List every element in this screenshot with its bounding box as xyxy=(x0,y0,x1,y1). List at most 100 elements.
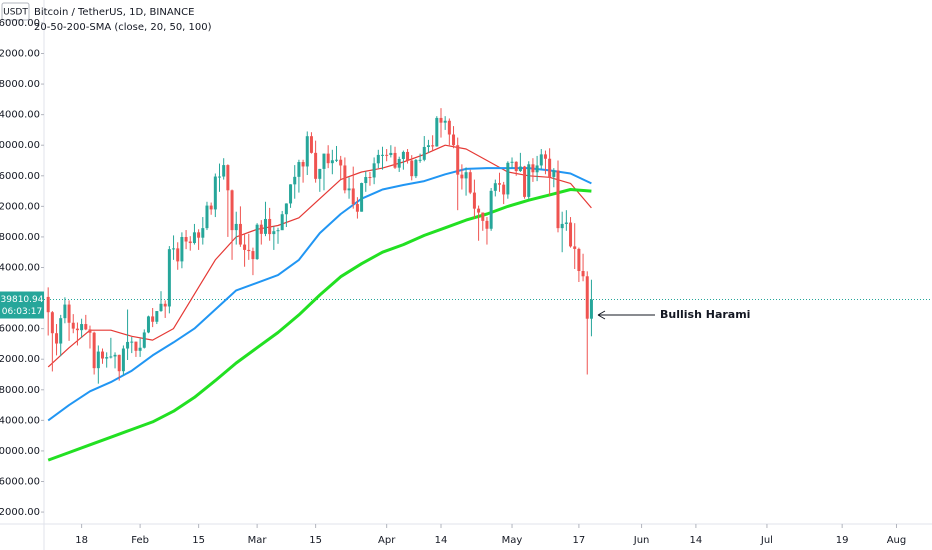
candle-body xyxy=(472,192,476,209)
candle-body xyxy=(105,357,109,359)
candle-body xyxy=(117,354,121,372)
y-tick-label: 60000.00 xyxy=(0,140,40,151)
candle-body xyxy=(431,145,435,147)
candle-body xyxy=(443,120,447,123)
candle-body xyxy=(560,223,564,229)
currency-box[interactable] xyxy=(1,2,30,21)
candle-body xyxy=(205,205,209,229)
candle-body xyxy=(393,152,397,168)
candle-body xyxy=(447,120,451,135)
candle-body xyxy=(489,190,493,229)
candle-body xyxy=(573,246,577,249)
candle-body xyxy=(201,228,205,238)
x-tick-label: 17 xyxy=(573,535,586,546)
candle-body xyxy=(130,341,134,343)
candle-body xyxy=(531,164,535,173)
currency: USDT xyxy=(3,8,28,18)
candle-body xyxy=(55,333,59,344)
candle-body xyxy=(109,356,113,358)
candle-body xyxy=(184,237,188,242)
candle-body xyxy=(46,296,50,313)
y-tick-label: 28000.00 xyxy=(0,385,40,396)
candle-body xyxy=(460,174,464,179)
candle-body xyxy=(543,154,547,159)
candle-body xyxy=(589,299,593,319)
candle-body xyxy=(222,165,226,177)
x-tick-label: 15 xyxy=(309,535,322,546)
candle-body xyxy=(59,318,63,344)
candle-body xyxy=(126,341,130,349)
candle-body xyxy=(510,161,514,163)
candle-body xyxy=(326,153,330,164)
candle-body xyxy=(255,224,259,260)
x-tick-label: Feb xyxy=(131,535,149,546)
x-tick-label: 19 xyxy=(836,535,849,546)
candle-body xyxy=(426,145,430,147)
x-tick-label: 14 xyxy=(690,535,703,546)
candle-body xyxy=(414,159,418,177)
candle-body xyxy=(418,159,422,161)
candle-body xyxy=(151,316,155,322)
candle-body xyxy=(435,117,439,147)
candle-body xyxy=(360,183,364,212)
candle-body xyxy=(92,332,96,369)
y-tick-label: 12000.00 xyxy=(0,507,40,518)
candle-body xyxy=(172,248,176,250)
candle-body xyxy=(318,168,322,179)
candle-body xyxy=(322,153,326,169)
candle-body xyxy=(376,154,380,164)
price-tag xyxy=(0,291,44,319)
y-tick-label: 76000.00 xyxy=(0,18,40,29)
y-tick-label: 24000.00 xyxy=(0,415,40,426)
candle-body xyxy=(506,162,510,195)
candle-body xyxy=(209,205,213,210)
y-tick-label: 20000.00 xyxy=(0,446,40,457)
plot xyxy=(44,108,932,462)
candle-body xyxy=(493,183,497,191)
candle-body xyxy=(50,312,54,334)
candle-body xyxy=(564,222,568,224)
candle-body xyxy=(146,316,150,333)
candle-body xyxy=(197,232,201,238)
candle-body xyxy=(259,224,263,234)
candle-body xyxy=(452,134,456,146)
y-tick-label: 68000.00 xyxy=(0,79,40,90)
candle-body xyxy=(134,341,138,351)
candle-body xyxy=(155,311,159,322)
candle-body xyxy=(113,354,117,357)
x-tick-label: 18 xyxy=(75,535,88,546)
candle-body xyxy=(297,162,301,177)
countdown: 06:03:17 xyxy=(2,307,42,317)
candle-body xyxy=(502,184,506,195)
candle-body xyxy=(80,324,84,331)
candle-body xyxy=(163,303,167,307)
candle-body xyxy=(276,230,280,232)
y-tick-label: 56000.00 xyxy=(0,171,40,182)
y-tick-label: 44000.00 xyxy=(0,262,40,273)
candle-body xyxy=(180,237,184,262)
candle-body xyxy=(468,172,472,193)
indicator-label: 20-50-200-SMA (close, 20, 50, 100) xyxy=(34,22,212,33)
candle-body xyxy=(497,183,501,185)
candle-body xyxy=(577,248,581,272)
candle-body xyxy=(314,152,318,179)
candle-body xyxy=(552,170,556,177)
candle-body xyxy=(439,117,443,123)
candle-body xyxy=(121,348,125,372)
candle-body xyxy=(213,176,217,210)
candle-body xyxy=(380,154,384,156)
candle-body xyxy=(289,184,293,204)
candle-body xyxy=(556,170,560,229)
candle-body xyxy=(280,214,284,231)
candle-body xyxy=(539,154,543,166)
candle-body xyxy=(351,188,355,205)
candle-body xyxy=(88,329,92,333)
candle-body xyxy=(63,304,67,319)
x-tick-label: Jun xyxy=(633,535,650,546)
candle-body xyxy=(523,166,527,197)
candle-body xyxy=(238,223,242,245)
x-tick-label: Aug xyxy=(887,535,907,546)
x-tick-label: Mar xyxy=(248,535,268,546)
candle-body xyxy=(226,165,230,191)
y-tick-label: 48000.00 xyxy=(0,232,40,243)
